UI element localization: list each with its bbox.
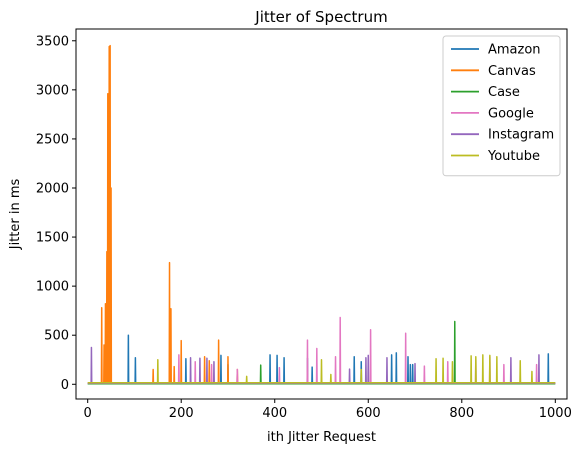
legend-label-instagram: Instagram [488, 128, 554, 143]
x-tick-label: 400 [262, 406, 287, 421]
series-line-youtube [87, 354, 556, 384]
x-tick-label: 800 [449, 406, 474, 421]
y-tick-label: 0 [61, 378, 69, 393]
x-tick-label: 200 [169, 406, 194, 421]
series-layer [87, 44, 556, 385]
legend-label-canvas: Canvas [488, 64, 536, 79]
x-tick-label: 600 [356, 406, 381, 421]
legend-label-case: Case [488, 85, 520, 100]
y-tick-label: 1500 [36, 231, 69, 246]
chart-title: Jitter of Spectrum [254, 8, 387, 26]
x-axis-label: ith Jitter Request [267, 430, 376, 445]
x-tick-label: 0 [84, 406, 92, 421]
x-tick-label: 1000 [539, 406, 572, 421]
y-tick-label: 500 [44, 329, 69, 344]
legend-label-amazon: Amazon [488, 43, 541, 58]
y-tick-label: 1000 [36, 280, 69, 295]
plot-frame [75, 28, 568, 400]
y-tick-label: 2500 [36, 132, 69, 147]
legend: Amazon Canvas Case Google Instagram Youtube [442, 35, 561, 177]
y-tick-label: 2000 [36, 181, 69, 196]
y-tick-label: 3000 [36, 83, 69, 98]
y-tick-label: 3500 [36, 34, 69, 49]
y-axis-label: Jitter in ms [8, 179, 23, 251]
legend-label-google: Google [488, 106, 534, 121]
axes-layer: 0 200 400 600 800 1000 0 500 1000 1500 2000 2500 300… [36, 34, 572, 421]
legend-label-youtube: Youtube [487, 149, 540, 164]
